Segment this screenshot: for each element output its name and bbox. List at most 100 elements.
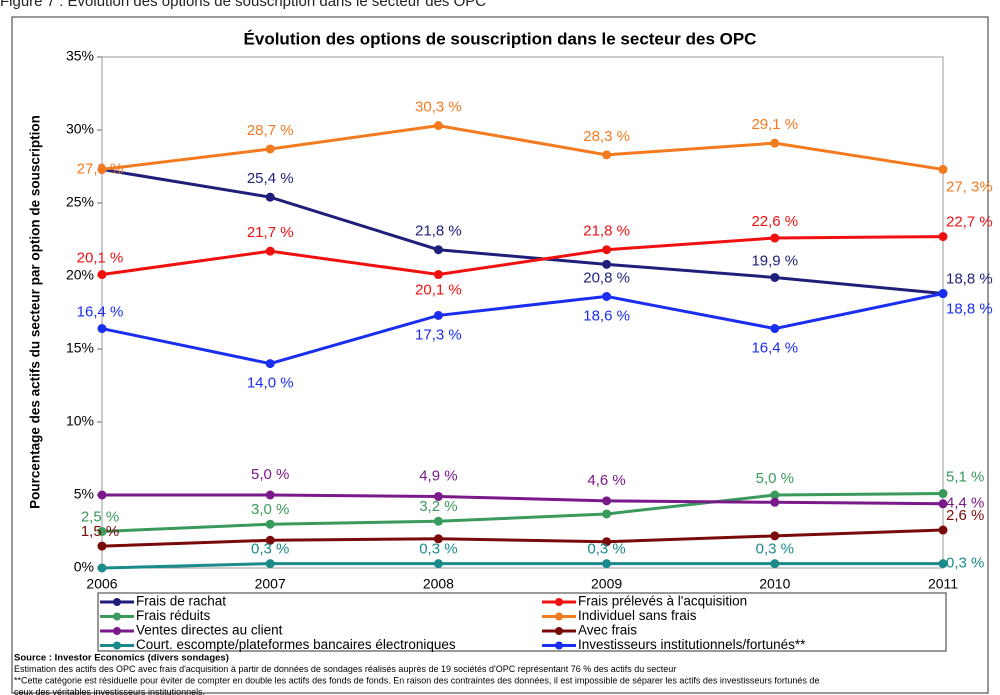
data-label: 29,1 %: [751, 116, 798, 133]
data-point: [265, 559, 275, 569]
data-point: [770, 531, 780, 541]
series-line: [101, 292, 944, 366]
data-label: 22,7 %: [946, 214, 993, 231]
data-label: 0,3 %: [419, 541, 457, 558]
data-label: 20,1 %: [415, 282, 462, 299]
note: **Cette catégorie est résiduelle pour év…: [14, 675, 819, 685]
data-point: [770, 272, 780, 282]
data-label: 1,5 %: [81, 523, 119, 540]
data-label: 18,8 %: [946, 270, 993, 287]
data-point: [265, 490, 275, 500]
note: Estimation des actifs des OPC avec frais…: [14, 664, 676, 674]
data-point: [770, 490, 780, 500]
data-label: 0,3 %: [587, 541, 625, 558]
legend-label: Individuel sans frais: [578, 608, 697, 623]
legend-label: Court. escompte/plateformes bancaires él…: [136, 637, 456, 652]
data-point: [602, 537, 612, 547]
y-tick-label: 0%: [74, 559, 94, 575]
data-point: [433, 559, 443, 569]
data-point: [433, 310, 443, 320]
legend-marker: [113, 612, 121, 621]
data-point: [938, 289, 948, 299]
data-point: [265, 519, 275, 529]
y-tick-label: 10%: [66, 413, 94, 429]
x-tick-label: 2010: [759, 576, 790, 592]
data-point: [265, 535, 275, 545]
legend-label: Investisseurs institutionnels/fortunés**: [578, 637, 806, 652]
data-point: [97, 541, 107, 551]
note: ceux des véritables investisseurs instit…: [14, 687, 205, 695]
data-label: 5,0 %: [756, 470, 794, 487]
data-point: [602, 291, 612, 301]
data-point: [938, 164, 948, 174]
data-point: [433, 516, 443, 526]
data-label: 4,9 %: [419, 467, 457, 484]
data-point: [97, 270, 107, 280]
data-label: 4,4 %: [946, 495, 984, 512]
data-label: 3,2 %: [419, 498, 457, 515]
legend-label: Frais prélevés à l'acquisition: [578, 594, 747, 609]
y-tick-label: 35%: [66, 48, 94, 64]
x-tick-label: 2006: [86, 576, 117, 592]
data-point: [938, 232, 948, 242]
data-label: 18,6 %: [583, 307, 630, 324]
legend-marker: [113, 627, 121, 635]
figure-caption: Figure 7 : Évolution des options de sous…: [0, 0, 486, 10]
data-label: 22,6 %: [751, 213, 798, 230]
legend-label: Avec frais: [578, 623, 637, 638]
data-label: 30,3 %: [415, 99, 462, 116]
series-line: [101, 167, 944, 296]
legend-marker: [113, 641, 121, 650]
data-label: 27, 3%: [946, 178, 993, 195]
data-point: [97, 324, 107, 334]
note: Source : Investor Economics (divers sond…: [14, 653, 229, 664]
series-line: [101, 528, 944, 548]
legend-marker: [555, 598, 563, 606]
series-line: [101, 492, 944, 533]
data-point: [433, 270, 443, 280]
data-point: [770, 324, 780, 334]
data-label: 21,7 %: [247, 224, 294, 241]
data-label: 14,0 %: [247, 375, 294, 392]
data-point: [770, 497, 780, 507]
data-point: [602, 150, 612, 160]
legend-marker: [555, 612, 563, 621]
plot-area: [101, 56, 944, 569]
y-axis-label: Pourcentage des actifs du secteur par op…: [28, 115, 43, 509]
data-point: [97, 490, 107, 500]
data-label: 19,9 %: [751, 252, 798, 269]
y-tick-label: 5%: [74, 486, 94, 502]
data-point: [938, 489, 948, 499]
series-line: [101, 124, 944, 171]
data-label: 0,3 %: [251, 541, 289, 558]
data-point: [770, 138, 780, 148]
data-label: 27,3 %: [77, 160, 124, 177]
data-label: 16,4 %: [751, 340, 798, 357]
data-point: [265, 246, 275, 256]
data-label: 2,6 %: [946, 507, 984, 524]
y-tick-label: 20%: [66, 267, 94, 283]
data-point: [938, 499, 948, 509]
data-label: 21,8 %: [415, 223, 462, 240]
chart-title: Évolution des options de souscription da…: [244, 29, 757, 48]
data-point: [770, 559, 780, 569]
chart-frame: [11, 16, 989, 694]
data-label: 5,0 %: [251, 466, 289, 483]
series-line: [101, 562, 943, 570]
data-label: 4,6 %: [587, 472, 625, 489]
data-label: 17,3 %: [415, 326, 462, 343]
legend-marker: [555, 627, 563, 635]
series-line: [102, 493, 944, 506]
data-label: 28,7 %: [247, 122, 294, 139]
data-label: 28,3 %: [583, 128, 630, 145]
data-point: [938, 559, 948, 569]
data-label: 18,8 %: [946, 300, 993, 317]
legend-marker: [113, 598, 121, 606]
x-tick-label: 2008: [423, 576, 454, 592]
legend-label: Frais réduits: [136, 608, 211, 623]
legend-marker: [555, 641, 563, 650]
y-tick-label: 15%: [66, 340, 94, 356]
x-tick-label: 2007: [255, 576, 286, 592]
data-label: 20,8 %: [583, 269, 630, 286]
